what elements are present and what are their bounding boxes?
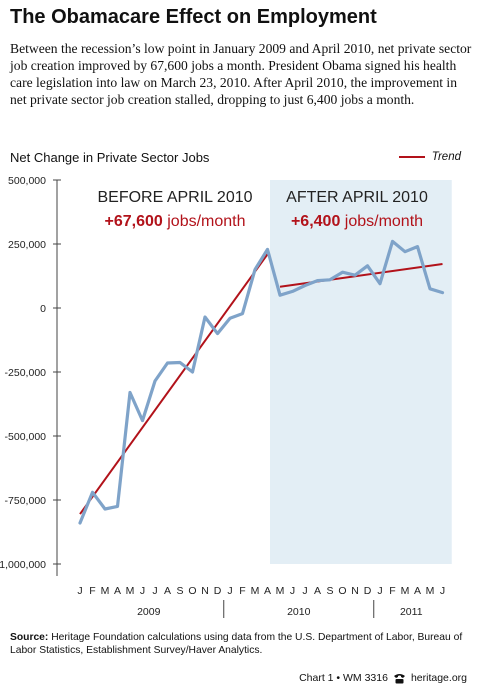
x-month-label: F [239,585,245,597]
x-year-label: 2011 [400,606,423,618]
intro-paragraph: Between the recession’s low point in Jan… [10,41,472,107]
source-text: Heritage Foundation calculations using d… [10,632,463,656]
data-point [303,284,307,287]
x-month-label: M [426,585,435,597]
x-month-label: A [164,585,171,597]
x-month-label: D [364,585,372,597]
x-month-label: M [251,585,260,597]
x-month-label: J [152,585,157,597]
annotation-number: +6,400 [291,213,345,230]
x-month-label: O [338,585,346,597]
chart-title: Net Change in Private Sector Jobs [10,150,210,165]
y-tick-label: 0 [40,303,46,315]
data-point [228,317,232,320]
x-month-label: F [89,585,95,597]
x-month-label: M [126,585,135,597]
data-point [191,370,194,374]
data-point [366,264,369,267]
x-month-label: N [351,585,359,597]
x-month-label: J [377,585,382,597]
data-point [403,250,407,253]
data-point [316,279,319,282]
x-month-label: D [214,585,222,597]
line-chart: 500,000 250,000 0 -250,000 -500,000 -750,000 -… [0,175,452,618]
trend-line-2 [279,262,443,288]
footer: Chart 1 • WM 3316 heritage.org [299,672,467,684]
x-month-label: S [176,585,183,597]
x-month-label: N [201,585,209,597]
data-point [441,291,444,294]
source-label: Source: [10,632,49,643]
after-period-shade [270,180,452,564]
data-point [341,270,344,274]
x-month-label: J [302,585,307,597]
annotation-value-2: +6,400 jobs/month [291,213,423,230]
y-tick-label: 500,000 [8,175,46,187]
y-tick-label: -500,000 [5,431,47,443]
data-point [416,245,419,248]
data-point [128,391,132,394]
data-point [428,287,432,290]
annotation-title-2: AFTER APRIL 2010 [286,189,428,206]
data-point [203,315,207,319]
data-point [353,274,357,277]
annotation-unit: jobs/month [344,213,423,230]
legend: Trend [398,151,461,163]
x-month-label: J [440,585,445,597]
x-month-label: J [140,585,145,597]
data-point [328,278,332,282]
annotation-title-1: BEFORE APRIL 2010 [97,189,252,206]
y-tick-label: -1,000,000 [0,559,46,571]
y-tick-label: 250,000 [8,239,46,251]
series-line [78,239,445,525]
data-point [216,332,219,335]
data-point [378,282,382,285]
data-point [241,312,244,315]
x-month-label: A [264,585,271,597]
x-month-label: A [414,585,421,597]
x-month-label: J [227,585,232,597]
phone-icon [393,673,405,683]
y-tick-label: -750,000 [5,495,47,507]
data-point [278,294,282,297]
x-month-label: A [314,585,321,597]
trend-line-1 [79,253,269,515]
data-point [178,361,182,364]
x-month-label: S [326,585,333,597]
x-month-label: A [114,585,121,597]
data-point [153,379,157,383]
site-link[interactable]: heritage.org [410,672,467,684]
data-point [91,491,94,494]
x-year-label: 2010 [287,606,311,618]
x-month-label: M [401,585,410,597]
x-month-label: M [276,585,285,597]
x-month-label: O [188,585,196,597]
data-point [266,248,269,251]
x-month-label: J [77,585,82,597]
source-note: Source: Heritage Foundation calculations… [10,631,472,657]
x-month-label: M [101,585,110,597]
annotation-unit: jobs/month [166,213,245,230]
data-point [166,361,169,365]
legend-trend-swatch [398,156,425,158]
data-point [103,507,107,511]
page-title: The Obamacare Effect on Employment [10,6,377,28]
annotation-number: +67,600 [105,213,168,230]
x-year-label: 2009 [137,606,161,618]
x-month-label: F [389,585,395,597]
chart-id: Chart 1 • WM 3316 [299,672,388,684]
data-point [391,240,394,243]
data-point [253,268,257,271]
y-tick-label: -250,000 [5,367,47,379]
data-point [78,521,82,525]
legend-trend-label: Trend [431,151,461,163]
annotation-value-1: +67,600 jobs/month [105,213,246,230]
data-point [141,419,144,422]
data-point [291,290,294,293]
data-point [116,505,119,508]
x-month-label: J [290,585,295,597]
